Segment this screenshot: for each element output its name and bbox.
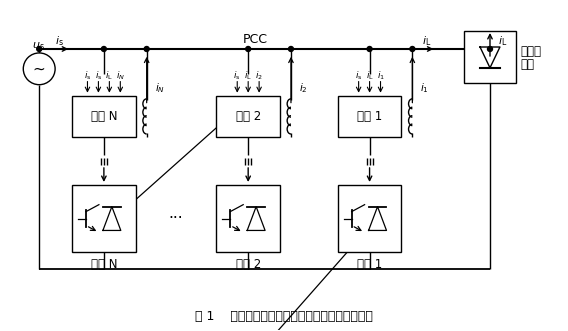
Text: $i_1$: $i_1$ — [377, 70, 385, 82]
Circle shape — [37, 47, 41, 51]
Text: $i_2$: $i_2$ — [255, 70, 263, 82]
Text: $i_{\rm L}$: $i_{\rm L}$ — [498, 34, 507, 48]
Text: $i_{\rm L}$: $i_{\rm L}$ — [244, 70, 252, 82]
Circle shape — [367, 47, 372, 51]
Text: 控制 1: 控制 1 — [357, 110, 382, 123]
Bar — [72, 185, 136, 252]
Text: $u_{\rm s}$: $u_{\rm s}$ — [32, 40, 45, 52]
Bar — [216, 96, 280, 137]
Circle shape — [246, 47, 250, 51]
Text: 模块 2: 模块 2 — [236, 258, 261, 271]
Text: 模块 1: 模块 1 — [357, 258, 382, 271]
Text: 控制 2: 控制 2 — [236, 110, 261, 123]
Circle shape — [102, 47, 106, 51]
Circle shape — [410, 47, 415, 51]
Text: 图 1    基于新型无线并联控制策略的系统结构简图: 图 1 基于新型无线并联控制策略的系统结构简图 — [195, 310, 373, 323]
Bar — [216, 185, 280, 252]
Text: PCC: PCC — [243, 32, 268, 46]
Circle shape — [289, 47, 294, 51]
Text: ~: ~ — [33, 61, 45, 76]
Text: $i_{\rm s}$: $i_{\rm s}$ — [233, 70, 241, 82]
Bar — [338, 96, 402, 137]
Circle shape — [23, 53, 55, 85]
Text: $i_{\rm s}$: $i_{\rm s}$ — [355, 70, 362, 82]
Text: ···: ··· — [169, 211, 183, 226]
Bar — [72, 96, 136, 137]
Text: $i_{\rm L}$: $i_{\rm L}$ — [105, 70, 114, 82]
Circle shape — [487, 47, 492, 51]
Text: $i_{\rm s}$: $i_{\rm s}$ — [83, 70, 91, 82]
Text: 非线性: 非线性 — [521, 45, 542, 59]
Text: $i_{\rm L}$: $i_{\rm L}$ — [421, 34, 431, 48]
Text: $i_1$: $i_1$ — [420, 81, 429, 95]
Bar — [338, 185, 402, 252]
Text: $i_{\rm s}$: $i_{\rm s}$ — [55, 34, 64, 48]
Text: $i_N$: $i_N$ — [116, 70, 125, 82]
Text: $i_N$: $i_N$ — [154, 81, 165, 95]
Text: 控制 N: 控制 N — [91, 110, 117, 123]
Text: $i_{\rm s}$: $i_{\rm s}$ — [95, 70, 102, 82]
Bar — [464, 31, 516, 83]
Text: $i_{\rm L}$: $i_{\rm L}$ — [366, 70, 374, 82]
Text: 负载: 负载 — [521, 58, 535, 71]
Text: 模块 N: 模块 N — [91, 258, 117, 271]
Circle shape — [144, 47, 149, 51]
Text: $i_2$: $i_2$ — [299, 81, 308, 95]
